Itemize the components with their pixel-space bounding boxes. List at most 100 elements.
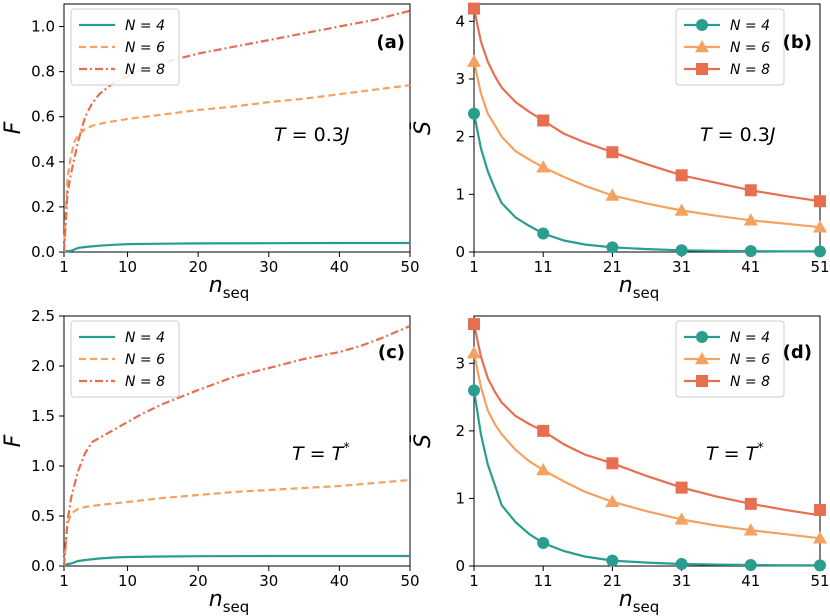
- y-tick-label: 0.5: [31, 507, 55, 525]
- data-point-N6: [813, 531, 827, 544]
- data-point-N4: [606, 241, 619, 254]
- series-line-N8: [472, 323, 821, 517]
- data-point-N8: [537, 114, 550, 127]
- axes-frame: [63, 315, 411, 567]
- legend: N = 4 N = 6 N = 8: [70, 8, 180, 86]
- x-tick-label: 11: [534, 572, 553, 590]
- y-tick-label: 0.8: [31, 63, 55, 81]
- y-tick-label: 0.2: [31, 198, 55, 216]
- x-tick-label: 40: [330, 258, 349, 276]
- y-tick-label: 3: [455, 354, 465, 372]
- legend-marker-N6: [695, 352, 709, 365]
- axes-frame: [473, 3, 821, 253]
- legend-marker-N4: [696, 19, 708, 31]
- data-point-N4: [468, 384, 480, 397]
- series-line-N4: [472, 113, 820, 253]
- x-tick-label: 41: [741, 572, 760, 590]
- legend-label-N8: N = 8: [125, 62, 165, 78]
- data-point-N4: [675, 244, 688, 257]
- data-point-N4: [537, 537, 550, 550]
- y-tick-label: 1.0: [31, 18, 55, 36]
- y-tick-label: 0.6: [31, 108, 55, 126]
- x-tick-label: 11: [534, 258, 553, 276]
- data-point-N4: [606, 554, 619, 567]
- x-axis-label: nseq: [619, 273, 660, 302]
- series-line-N6: [62, 84, 411, 253]
- data-point-N4: [744, 558, 757, 571]
- legend: N = 4 N = 6 N = 8: [675, 320, 785, 398]
- y-tick-label: 1.5: [31, 407, 55, 425]
- temperature-annotation: T = T*: [706, 441, 764, 465]
- y-axis-label: F: [1, 121, 26, 134]
- data-point-N4: [675, 557, 688, 570]
- y-tick-label: 1: [455, 185, 465, 203]
- legend: N = 4 N = 6 N = 8: [675, 8, 785, 86]
- series-line-N4: [63, 554, 410, 567]
- data-point-N4: [537, 227, 550, 240]
- data-point-N8: [744, 497, 757, 510]
- series-line-N4: [472, 390, 820, 567]
- x-axis-label: nseq: [619, 587, 660, 616]
- data-point-N6: [605, 188, 620, 201]
- series-line-N6: [62, 478, 411, 567]
- data-point-N8: [814, 503, 826, 516]
- series-line-N8: [62, 9, 411, 253]
- legend-label-N4: N = 4: [730, 18, 770, 34]
- panel-label: (d): [783, 342, 812, 363]
- legend-label-N4: N = 4: [125, 18, 165, 34]
- legend-marker-N8: [696, 63, 708, 75]
- data-point-N8: [675, 481, 688, 494]
- y-tick-label: 0.4: [31, 153, 55, 171]
- panel-label: (c): [378, 342, 405, 363]
- y-axis-label: F: [1, 434, 26, 447]
- series-line-N8: [62, 324, 411, 567]
- series-line-N4: [63, 241, 410, 254]
- legend-label-N8: N = 8: [730, 374, 770, 390]
- panel-label: (a): [376, 32, 405, 53]
- x-tick-label: 20: [189, 572, 208, 590]
- x-tick-label: 51: [810, 258, 829, 276]
- x-tick-label: 41: [741, 258, 760, 276]
- data-point-N8: [606, 146, 619, 159]
- y-tick-label: 1: [455, 489, 465, 507]
- legend-label-N4: N = 4: [125, 330, 165, 346]
- data-point-N8: [468, 318, 480, 331]
- data-point-N6: [743, 213, 758, 226]
- data-point-N6: [813, 220, 827, 233]
- temperature-annotation: T = 0.3J: [700, 124, 776, 146]
- axes-frame: [63, 3, 411, 253]
- y-tick-label: 2.5: [31, 307, 55, 325]
- x-tick-label: 1: [59, 258, 69, 276]
- panel-label: (b): [783, 32, 812, 53]
- x-tick-label: 10: [118, 572, 137, 590]
- y-tick-label: 1.0: [31, 457, 55, 475]
- series-line-N6: [472, 61, 821, 229]
- temperature-annotation: T = T*: [292, 441, 350, 465]
- data-point-N6: [674, 203, 689, 216]
- data-point-N6: [467, 346, 481, 359]
- legend-label-N6: N = 6: [730, 40, 770, 56]
- x-tick-label: 40: [330, 572, 349, 590]
- x-tick-label: 50: [400, 572, 419, 590]
- x-tick-label: 21: [603, 258, 622, 276]
- y-tick-label: 3: [455, 70, 465, 88]
- data-point-N8: [537, 424, 550, 437]
- legend-marker-N6: [695, 40, 709, 53]
- x-tick-label: 50: [400, 258, 419, 276]
- data-point-N6: [467, 54, 481, 67]
- legend-label-N8: N = 8: [125, 374, 165, 390]
- y-tick-label: 2.0: [31, 357, 55, 375]
- axes-frame: [473, 315, 821, 567]
- y-tick-label: 0: [455, 557, 465, 575]
- data-point-N6: [536, 160, 551, 173]
- x-tick-label: 31: [672, 572, 691, 590]
- y-tick-label: 0.0: [31, 243, 55, 261]
- legend-box: [70, 320, 180, 398]
- data-point-N6: [674, 512, 689, 525]
- y-axis-label: S̄: [410, 121, 436, 135]
- legend-label-N4: N = 4: [730, 330, 770, 346]
